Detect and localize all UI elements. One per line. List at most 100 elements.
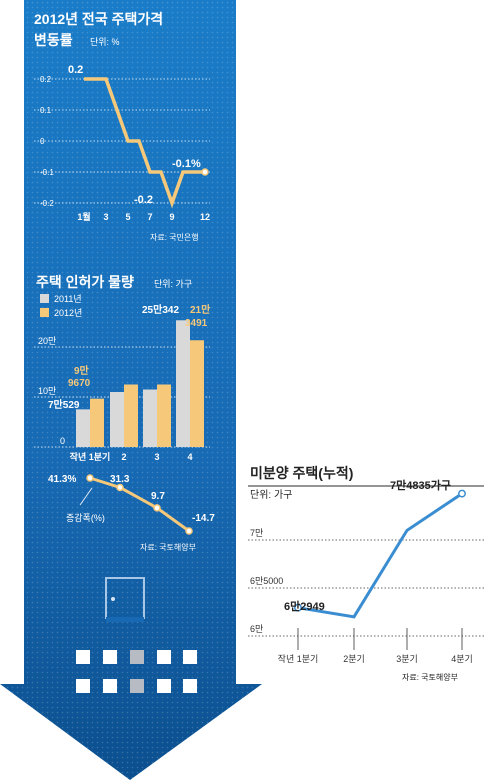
square xyxy=(76,679,90,693)
square xyxy=(183,679,197,693)
chart2-x-tick: 작년 1분기 xyxy=(70,451,111,462)
chart1-y-tick: 0 xyxy=(40,137,45,146)
chart3-x-tick: 작년 1분기 xyxy=(278,654,319,664)
bar-2012 xyxy=(90,398,104,447)
chart3-title: 미분양 주택(누적) xyxy=(250,465,353,481)
change-legend-leader xyxy=(79,487,93,506)
square xyxy=(157,679,171,693)
chart3-label-end: 7만4835가구 xyxy=(390,478,451,492)
chart2-source: 자료: 국토해양부 xyxy=(140,542,196,552)
bar-2012 xyxy=(157,384,171,447)
bar-label-q1-2011: 7만529 xyxy=(48,398,80,411)
change-label-1: 31.3 xyxy=(110,474,130,485)
chart2-y-tick: 10만 xyxy=(38,386,56,396)
square xyxy=(103,679,117,693)
bar-2011 xyxy=(176,320,190,447)
change-label-2: 9.7 xyxy=(151,491,165,502)
change-point xyxy=(86,474,94,482)
chart3: 미분양 주택(누적) 단위: 가구 7만 6만5000 6만 작년 1분기 2분기 3분… xyxy=(248,465,484,682)
chart3-x-tick: 2분기 xyxy=(343,654,365,664)
bar-label-q4-2012-line2: 3491 xyxy=(185,318,208,329)
chart3-point xyxy=(458,489,466,498)
bar-2011 xyxy=(76,409,90,447)
chart1-end-point xyxy=(201,168,209,176)
chart1-x-tick: 1월 xyxy=(77,211,90,222)
change-line xyxy=(89,476,190,533)
chart2-unit: 단위: 가구 xyxy=(154,279,192,289)
chart3-series-line xyxy=(297,492,463,619)
chart1: 2012년 전국 주택가격 변동률 단위: % 0.20.10-0.1-0.2 … xyxy=(34,11,210,242)
change-label-0: 41.3% xyxy=(48,474,76,485)
chart3-y-tick: 7만 xyxy=(250,528,263,538)
chart2-title: 주택 인허가 물량 xyxy=(36,274,134,290)
change-label-3: -14.7 xyxy=(192,513,215,524)
legend-swatch-2012 xyxy=(40,308,49,317)
chart1-x-tick: 3 xyxy=(103,212,108,222)
chart3-label-start: 6만2949 xyxy=(284,599,325,613)
chart1-x-tick: 5 xyxy=(125,212,130,222)
chart1-y-tick: 0.2 xyxy=(40,75,52,84)
chart2-x-tick: 2 xyxy=(121,452,126,462)
chart3-point xyxy=(294,603,302,612)
chart2-x-tick: 3 xyxy=(154,452,159,462)
chart1-series-line xyxy=(84,77,205,209)
chart1-x-tick: 9 xyxy=(169,212,174,222)
bar-2011 xyxy=(143,389,157,447)
chart1-source: 자료: 국민은행 xyxy=(150,232,199,242)
chart2-y-tick: 0 xyxy=(60,436,65,446)
chart1-title-line1: 2012년 전국 주택가격 xyxy=(34,11,163,27)
chart2-bars xyxy=(76,320,204,447)
change-point xyxy=(116,483,124,492)
chart1-x-labels: 1월 3 5 7 9 12 xyxy=(77,211,210,222)
chart1-label-start: 0.2 xyxy=(68,64,83,76)
chart1-y-tick: -0.1 xyxy=(40,168,54,177)
bar-2012 xyxy=(190,340,204,447)
bar-label-q1-2012-line1: 9만 xyxy=(74,364,90,377)
chart1-label-min: -0.2 xyxy=(134,194,153,206)
chart2-x-tick: 4 xyxy=(187,452,192,462)
chart1-y-tick: 0.1 xyxy=(40,106,52,115)
chart3-grid xyxy=(248,539,484,650)
chart1-x-tick: 7 xyxy=(147,212,152,222)
legend-label-2011: 2011년 xyxy=(54,294,82,304)
chart1-title-line2: 변동률 xyxy=(34,32,73,48)
chart1-x-tick: 12 xyxy=(200,212,210,222)
chart1-label-end: -0.1% xyxy=(172,158,201,170)
chart3-unit: 단위: 가구 xyxy=(250,488,292,501)
chart3-y-tick: 6만5000 xyxy=(250,576,283,586)
chart3-source: 자료: 국토해양부 xyxy=(402,672,458,682)
chart3-y-labels: 7만 6만5000 6만 xyxy=(250,528,283,634)
chart3-x-labels: 작년 1분기 2분기 3분기 4분기 xyxy=(278,654,473,664)
change-legend: 증감폭(%) xyxy=(66,512,105,523)
chart1-grid xyxy=(34,78,210,204)
chart3-y-tick: 6만 xyxy=(250,624,263,634)
chart1-y-tick: -0.2 xyxy=(40,199,54,208)
chart3-x-tick: 3분기 xyxy=(396,654,418,664)
change-point xyxy=(185,527,193,535)
square xyxy=(130,679,144,693)
bar-label-q4-2011: 25만342 xyxy=(142,303,179,316)
chart2-x-labels: 작년 1분기 2 3 4 xyxy=(70,451,193,462)
legend-label-2012: 2012년 xyxy=(54,308,82,318)
decorative-squares xyxy=(76,650,197,693)
chart3-x-tick: 4분기 xyxy=(451,654,473,664)
square xyxy=(103,650,117,664)
bar-label-q1-2012-line2: 9670 xyxy=(68,378,91,389)
bar-2012 xyxy=(124,384,138,447)
square xyxy=(183,650,197,664)
change-point xyxy=(153,504,161,512)
chart2-y-labels: 0 10만 20만 xyxy=(38,336,65,446)
legend-swatch-2011 xyxy=(40,294,49,303)
door-icon xyxy=(105,577,145,622)
chart2-y-tick: 20만 xyxy=(38,336,56,346)
square xyxy=(130,650,144,664)
bar-label-q4-2012-line1: 21만 xyxy=(190,303,211,316)
square xyxy=(157,650,171,664)
chart1-y-labels: 0.2 0.1 0 -0.1 -0.2 xyxy=(40,75,54,208)
square xyxy=(76,650,90,664)
bar-2011 xyxy=(110,392,124,447)
chart3-points xyxy=(294,489,466,612)
change-points xyxy=(86,474,193,535)
chart2: 주택 인허가 물량 단위: 가구 2011년 2012년 0 10만 20만 작년 … xyxy=(34,274,215,552)
